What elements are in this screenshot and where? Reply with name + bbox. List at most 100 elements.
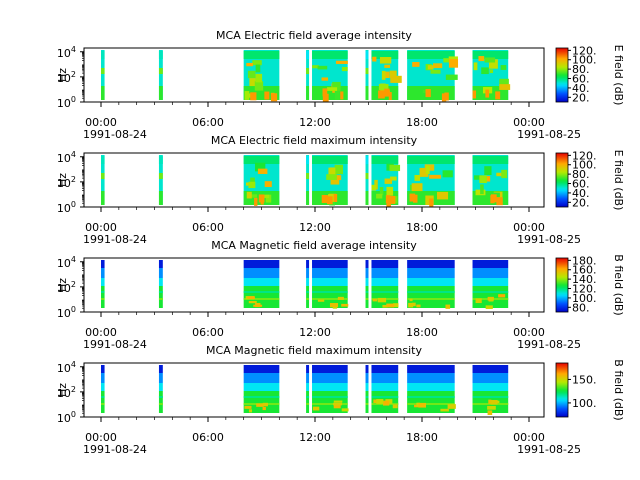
x-tick-label: 00:00	[85, 221, 117, 234]
data-cell	[101, 68, 105, 74]
data-cell	[321, 194, 328, 203]
x-tick-label: 00:00	[513, 326, 545, 339]
x-date-label: 1991-08-25	[517, 128, 581, 141]
data-cell	[334, 164, 343, 175]
data-cell	[101, 155, 105, 205]
y-tick-label: 102	[57, 280, 76, 295]
x-date-label: 1991-08-24	[83, 128, 147, 141]
data-cell	[472, 373, 509, 383]
data-cell	[101, 373, 105, 383]
data-cell	[407, 298, 455, 300]
data-cell	[365, 50, 369, 100]
data-cell	[378, 90, 385, 99]
data-cell	[101, 403, 105, 405]
data-cell	[312, 291, 348, 293]
y-tick-base: 10	[57, 412, 71, 425]
data-block	[312, 365, 349, 413]
data-cell	[101, 365, 105, 373]
data-cell	[254, 197, 258, 206]
data-cell	[484, 57, 496, 63]
data-cell	[371, 156, 399, 164]
y-tick-base: 10	[57, 97, 71, 110]
colorbar: 20.40.60.80.100.120. E field (dB)	[555, 44, 625, 105]
data-cell	[365, 51, 369, 59]
data-block	[306, 50, 310, 100]
data-cell	[475, 298, 482, 304]
x-date-label: 1991-08-25	[517, 443, 581, 456]
data-cell	[371, 396, 399, 398]
data-cell	[499, 84, 511, 90]
data-cell	[485, 89, 490, 98]
data-cell	[306, 68, 310, 74]
data-cell	[306, 268, 310, 278]
data-block	[243, 365, 280, 413]
data-block	[407, 260, 455, 309]
data-cell	[378, 84, 389, 91]
data-cell	[312, 65, 320, 69]
x-tick-label: 12:00	[299, 116, 331, 129]
data-cell	[312, 298, 348, 300]
data-cell	[445, 74, 458, 80]
x-tick-label: 18:00	[406, 326, 438, 339]
data-cell	[412, 302, 416, 307]
data-cell	[371, 51, 399, 59]
data-cell	[372, 56, 377, 62]
data-cell	[409, 298, 413, 302]
data-cell	[493, 192, 500, 198]
data-cell	[158, 278, 163, 286]
data-cell	[365, 191, 369, 205]
data-block	[158, 50, 163, 100]
data-cell	[335, 60, 348, 64]
data-cell	[381, 70, 386, 80]
data-block	[101, 365, 105, 413]
data-cell	[330, 179, 340, 185]
data-cell	[312, 403, 348, 405]
y-axis-label: Hz	[56, 68, 69, 82]
data-cell	[365, 396, 369, 398]
data-cell	[419, 167, 429, 177]
data-cell	[312, 383, 348, 391]
data-cell	[373, 399, 378, 403]
data-cell	[365, 298, 369, 300]
colorbar: 20.40.60.80.100.120. E field (dB)	[555, 149, 625, 210]
y-tick-label: 104	[57, 255, 76, 270]
x-date-label: 1991-08-24	[83, 338, 147, 351]
data-cell	[407, 383, 455, 391]
data-cell	[408, 302, 414, 308]
data-cell	[244, 405, 252, 409]
data-block	[158, 260, 163, 308]
data-cell	[255, 162, 266, 172]
data-cell	[371, 184, 377, 191]
data-cell	[365, 291, 369, 293]
data-cell	[264, 181, 272, 188]
data-cell	[158, 291, 163, 293]
y-tick-base: 10	[57, 47, 71, 60]
data-cell	[158, 268, 163, 278]
data-block	[243, 155, 280, 206]
panel-title: MCA Electric field maximum intensity	[211, 134, 418, 147]
data-cell	[386, 198, 391, 207]
data-cell	[376, 193, 383, 199]
colorbar-tick-label: 20.	[572, 91, 590, 104]
data-cell	[101, 278, 105, 286]
y-tick-exponent: 2	[71, 385, 76, 394]
y-tick-label: 100	[57, 95, 76, 110]
data-cell	[306, 173, 310, 179]
data-cell	[472, 383, 509, 391]
data-cell	[306, 403, 310, 405]
data-cell	[389, 164, 401, 172]
colorbar: 80.100.120.140.160.180. B field (dB)	[555, 254, 625, 316]
data-cell	[472, 291, 509, 293]
y-tick-label: 102	[57, 70, 76, 85]
data-cell	[306, 86, 310, 100]
data-cell	[448, 59, 459, 68]
data-cell	[474, 175, 483, 180]
data-cell	[243, 365, 280, 373]
colorbar-tick-label: 100.	[572, 159, 597, 172]
data-cell	[365, 155, 369, 205]
y-tick-label: 104	[57, 45, 76, 60]
data-cell	[158, 86, 163, 100]
data-cell	[247, 194, 258, 198]
y-tick-base: 10	[57, 72, 71, 85]
